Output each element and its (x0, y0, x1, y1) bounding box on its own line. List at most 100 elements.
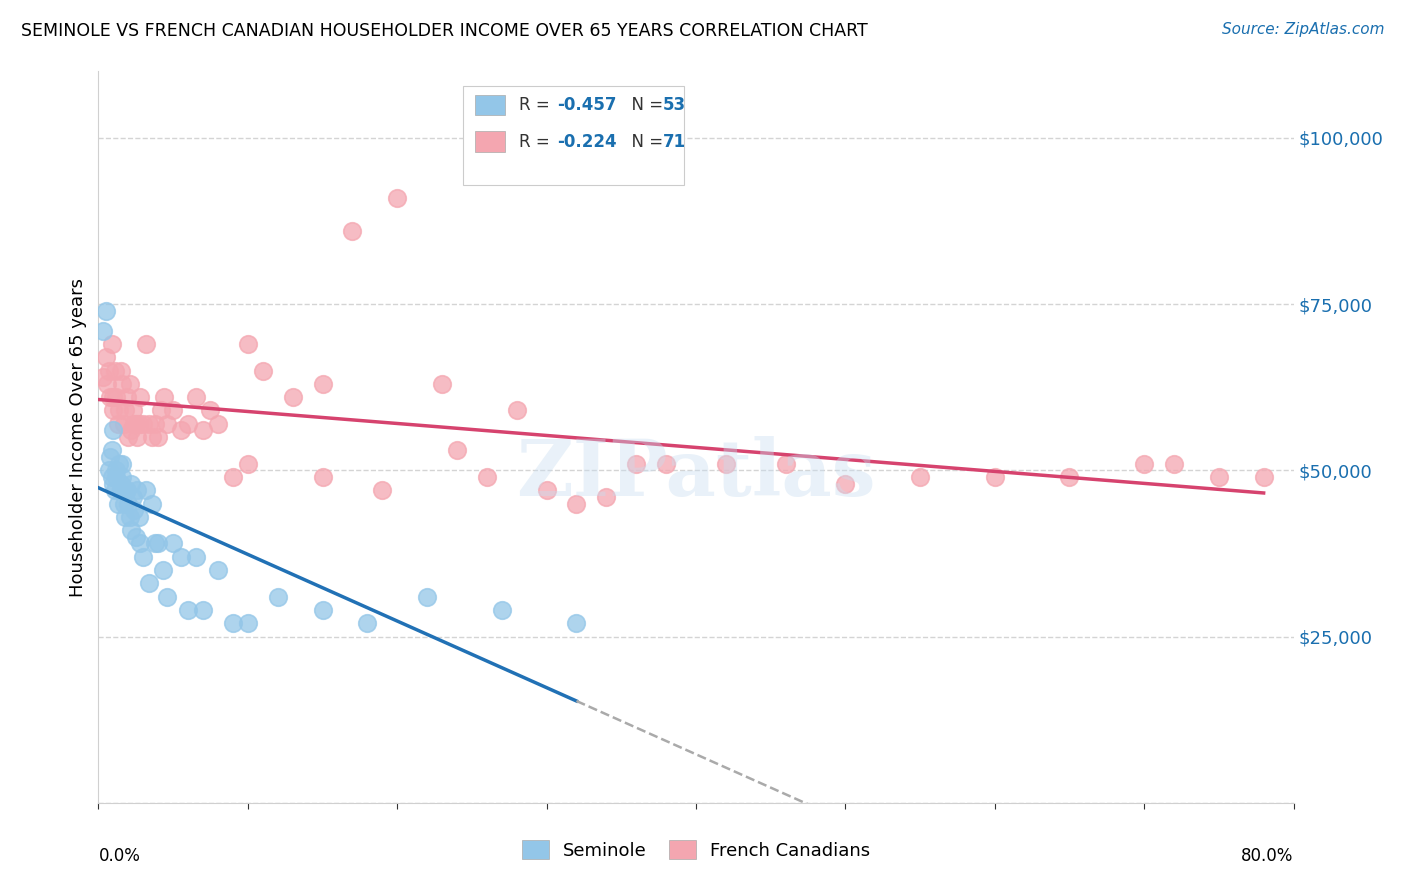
Point (121, 490, 143, 504)
Point (91, 370, 114, 384)
FancyBboxPatch shape (475, 95, 505, 115)
Point (129, 536, 152, 550)
Point (120, 523, 142, 537)
Point (984, 470, 1007, 484)
Point (138, 417, 160, 431)
Point (506, 403, 529, 417)
Point (108, 403, 131, 417)
Point (184, 549, 207, 564)
Point (908, 470, 931, 484)
FancyBboxPatch shape (463, 86, 685, 185)
Point (252, 363, 274, 377)
Point (94, 351, 117, 365)
Point (117, 497, 139, 511)
Point (143, 417, 166, 431)
Point (152, 563, 174, 577)
Point (311, 603, 333, 617)
Point (97, 363, 120, 377)
Point (103, 403, 125, 417)
Text: 80.0%: 80.0% (1241, 847, 1294, 864)
Point (91, 324, 114, 338)
Point (153, 390, 176, 404)
Text: R =: R = (519, 96, 555, 114)
Point (191, 424, 214, 438)
Point (114, 509, 136, 524)
Point (536, 483, 558, 498)
Point (94, 303, 117, 318)
Text: 71: 71 (662, 133, 686, 151)
Point (135, 337, 157, 351)
Point (595, 490, 617, 504)
Point (191, 603, 214, 617)
Point (96, 376, 118, 391)
Point (127, 483, 149, 498)
Point (111, 457, 134, 471)
Point (156, 417, 179, 431)
Text: SEMINOLE VS FRENCH CANADIAN HOUSEHOLDER INCOME OVER 65 YEARS CORRELATION CHART: SEMINOLE VS FRENCH CANADIAN HOUSEHOLDER … (21, 22, 868, 40)
Point (162, 536, 184, 550)
Point (1133, 457, 1156, 471)
Point (135, 483, 157, 498)
Legend: Seminole, French Canadians: Seminole, French Canadians (515, 833, 877, 867)
Point (103, 390, 125, 404)
Point (184, 390, 207, 404)
Point (103, 476, 125, 491)
Text: R =: R = (519, 133, 555, 151)
Point (138, 576, 160, 591)
Point (834, 476, 856, 491)
Point (1163, 457, 1185, 471)
Point (127, 430, 149, 444)
Point (565, 497, 588, 511)
Point (141, 497, 163, 511)
Point (115, 390, 138, 404)
Point (132, 417, 155, 431)
Point (236, 457, 259, 471)
Point (124, 503, 146, 517)
FancyBboxPatch shape (475, 131, 505, 152)
Point (120, 424, 142, 438)
Point (128, 417, 150, 431)
Point (207, 563, 229, 577)
Point (101, 443, 124, 458)
Point (169, 424, 191, 438)
Point (1059, 470, 1081, 484)
Point (156, 590, 179, 604)
Point (117, 430, 139, 444)
Point (107, 417, 129, 431)
Text: N =: N = (620, 133, 668, 151)
Point (148, 430, 170, 444)
Point (120, 476, 142, 491)
Point (356, 616, 378, 631)
Point (110, 483, 132, 498)
Point (207, 417, 229, 431)
Point (371, 483, 394, 498)
Point (125, 417, 148, 431)
Point (148, 536, 170, 550)
Point (626, 457, 648, 471)
Point (222, 470, 245, 484)
Point (177, 603, 200, 617)
Point (124, 417, 146, 431)
Point (655, 457, 678, 471)
Point (475, 470, 498, 484)
Point (281, 390, 304, 404)
Point (101, 470, 124, 484)
Point (491, 603, 513, 617)
Point (104, 483, 127, 498)
Text: -0.457: -0.457 (557, 96, 617, 114)
Point (110, 363, 132, 377)
Point (162, 403, 184, 417)
Point (311, 376, 333, 391)
Point (97, 463, 120, 477)
Point (236, 616, 259, 631)
Text: 0.0%: 0.0% (98, 847, 141, 864)
Text: ZIPatlas: ZIPatlas (516, 435, 876, 512)
Point (110, 476, 132, 491)
Point (714, 457, 737, 471)
Point (169, 549, 191, 564)
Point (118, 376, 141, 391)
Point (105, 390, 128, 404)
Point (125, 530, 148, 544)
Point (446, 443, 468, 458)
Point (111, 376, 134, 391)
